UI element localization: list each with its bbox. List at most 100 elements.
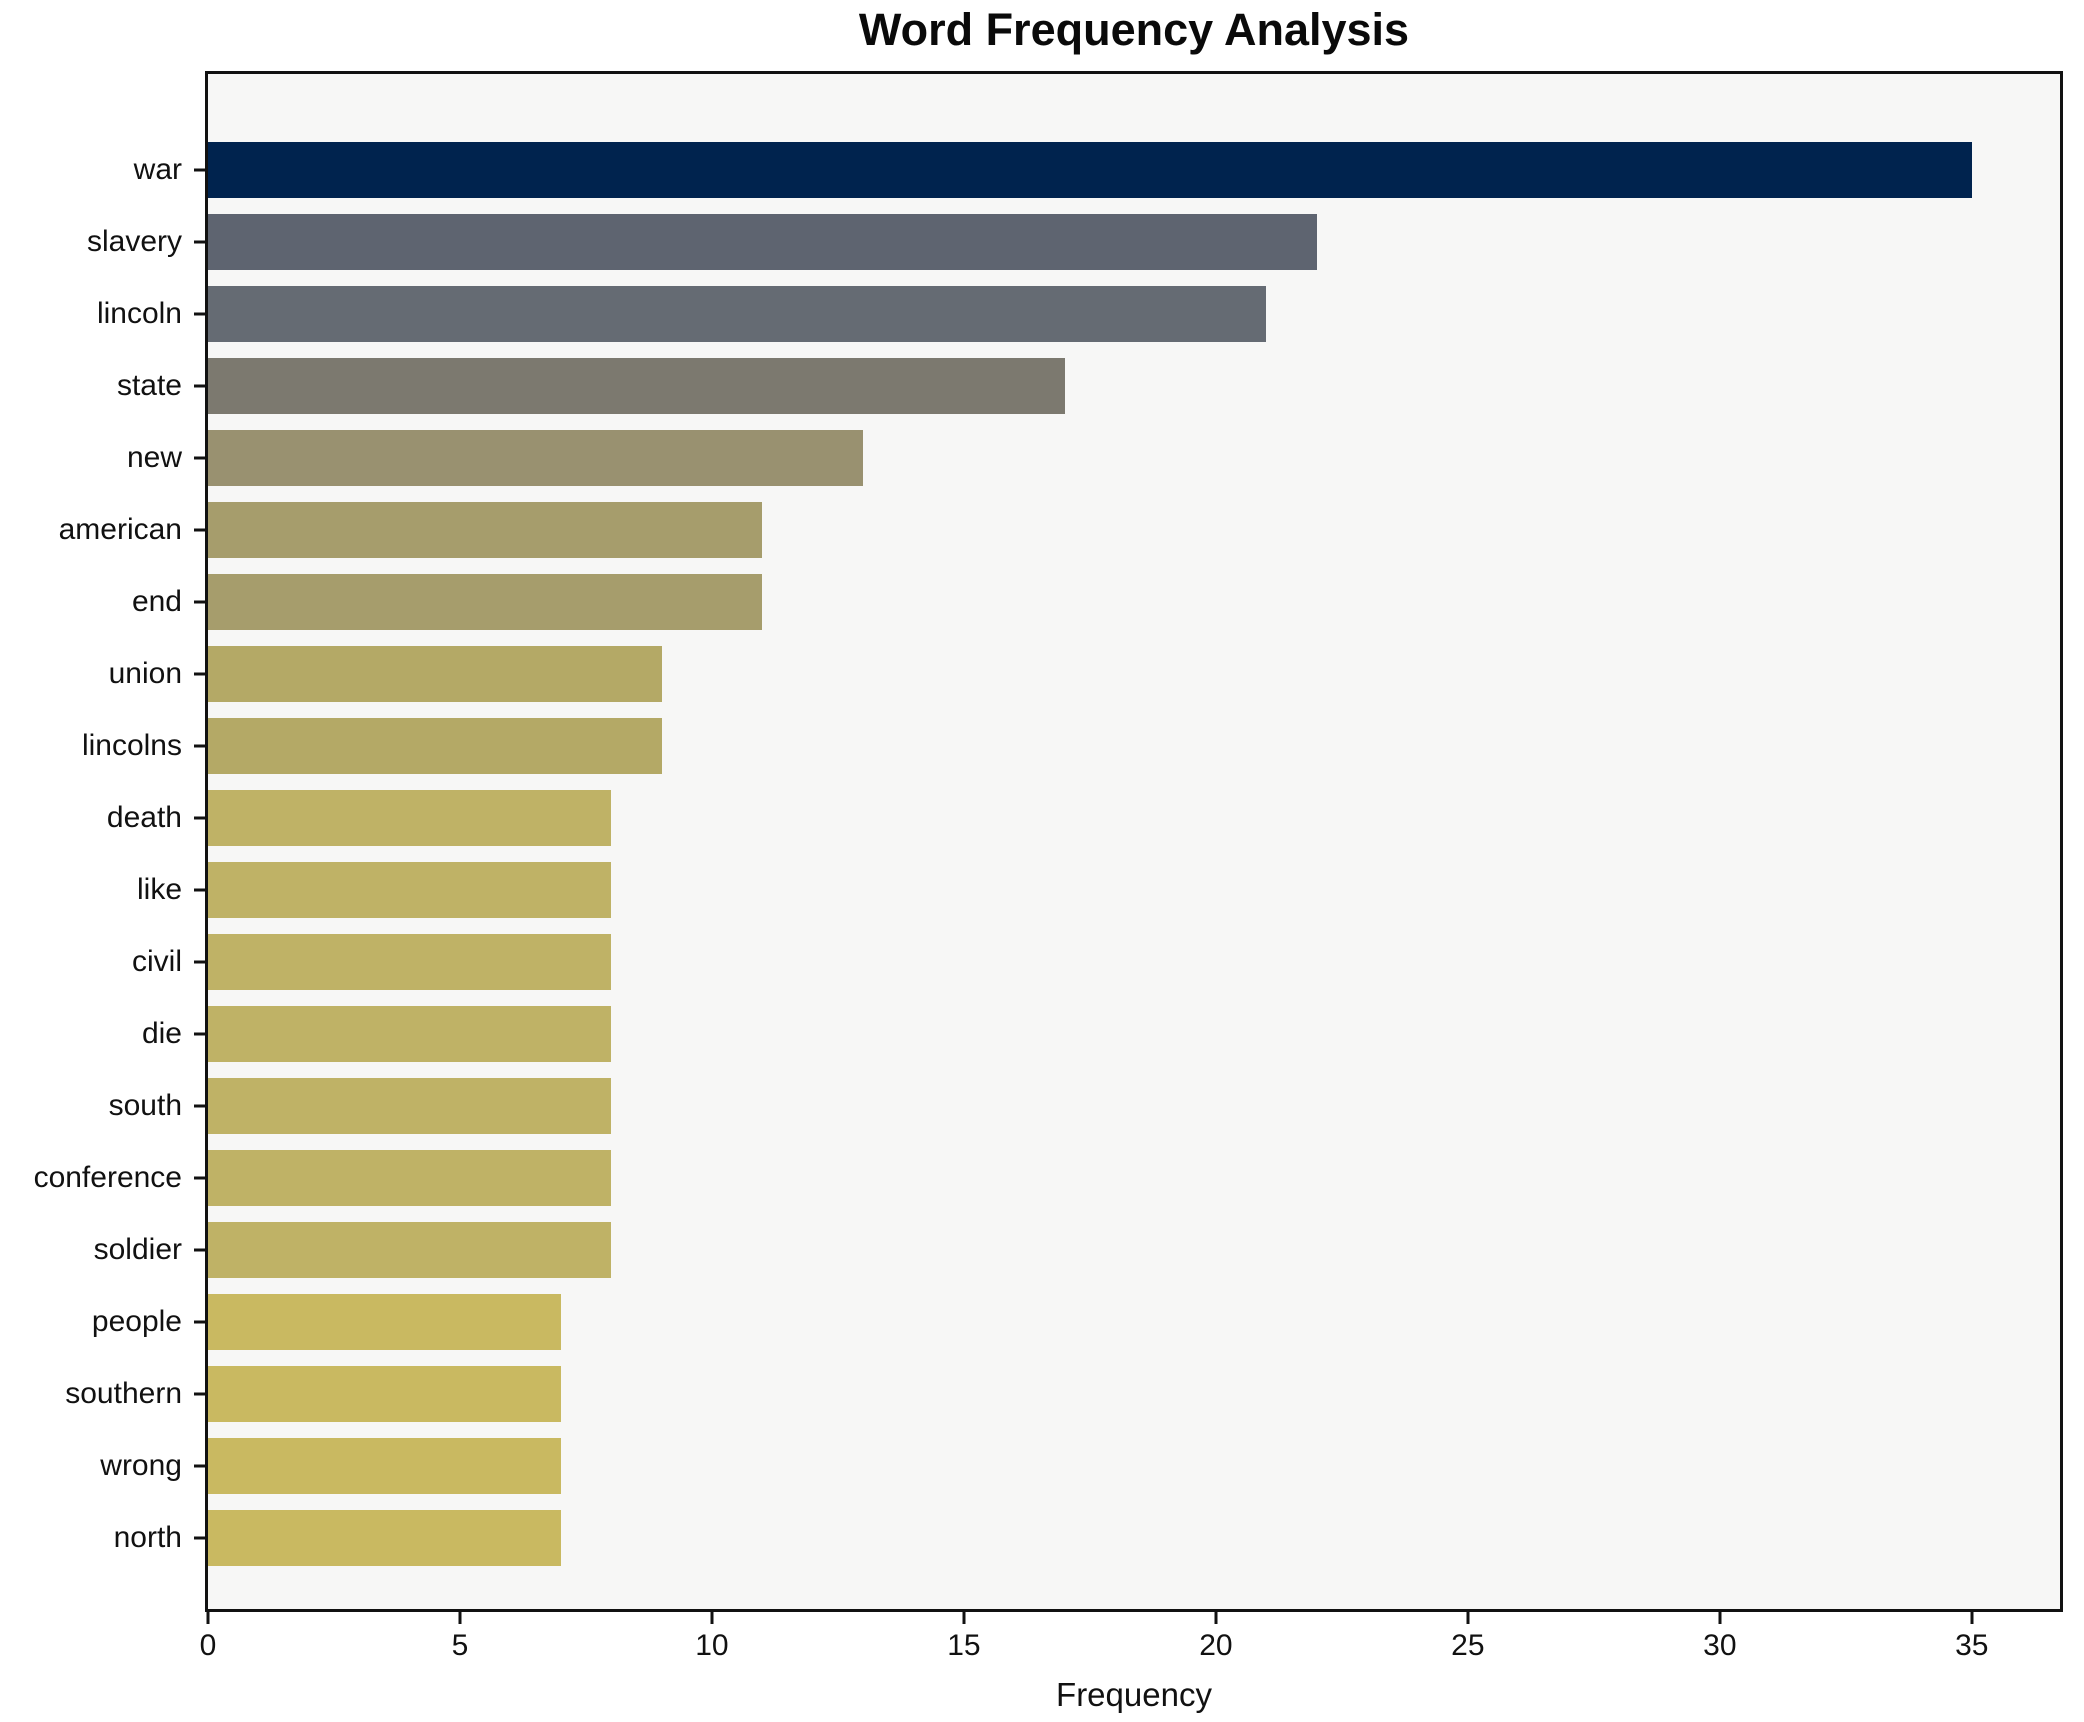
bar <box>208 1366 561 1422</box>
category-label: lincolns <box>81 729 182 762</box>
category-label: people <box>91 1305 182 1338</box>
bar <box>208 214 1317 270</box>
x-tick-mark <box>710 1612 714 1624</box>
x-tick-label: 5 <box>451 1629 469 1662</box>
x-tick-mark <box>1970 1612 1974 1624</box>
y-tick-mark <box>194 888 205 892</box>
y-tick-mark <box>194 168 205 172</box>
y-tick-mark <box>194 600 205 604</box>
category-label: like <box>136 873 182 906</box>
bar-row: southern <box>65 1358 2060 1430</box>
x-tick-mark <box>1214 1612 1218 1624</box>
x-tick-label: 15 <box>947 1629 981 1662</box>
bar-row: wrong <box>100 1430 2060 1502</box>
category-label: end <box>131 585 182 618</box>
x-tick-label: 35 <box>1955 1629 1989 1662</box>
bar-row: state <box>117 350 2060 422</box>
bar <box>208 286 1267 342</box>
bar <box>208 934 612 990</box>
bar-row: civil <box>132 926 2060 998</box>
y-tick-mark <box>194 960 205 964</box>
bar <box>208 862 612 918</box>
category-label: new <box>126 441 182 474</box>
y-tick-mark <box>194 1176 205 1180</box>
y-tick-mark <box>194 672 205 676</box>
y-tick-mark <box>194 456 205 460</box>
bar <box>208 1222 612 1278</box>
x-tick-label: 0 <box>199 1629 217 1662</box>
category-label: south <box>108 1089 182 1122</box>
bar-row: people <box>92 1286 2060 1358</box>
category-label: state <box>116 369 182 402</box>
x-axis-label: Frequency <box>1056 1676 1212 1713</box>
bar-row: death <box>107 782 2060 854</box>
category-label: southern <box>65 1377 182 1410</box>
category-label: wrong <box>100 1449 182 1482</box>
y-tick-mark <box>194 312 205 316</box>
bar-row: north <box>114 1502 2060 1574</box>
y-tick-mark <box>194 1248 205 1252</box>
x-tick-label: 30 <box>1703 1629 1737 1662</box>
bar-row: die <box>142 998 2060 1070</box>
category-label: die <box>141 1017 182 1050</box>
bar <box>208 430 864 486</box>
category-label: lincoln <box>96 297 182 330</box>
bar <box>208 1078 612 1134</box>
category-label: conference <box>33 1161 182 1194</box>
y-tick-mark <box>194 1536 205 1540</box>
x-tick-mark <box>962 1612 966 1624</box>
category-label: north <box>113 1521 182 1554</box>
bar <box>208 1510 561 1566</box>
x-tick-mark <box>1718 1612 1722 1624</box>
bar-row: conference <box>34 1142 2060 1214</box>
y-tick-mark <box>194 528 205 532</box>
bar <box>208 142 1972 198</box>
bar-row: end <box>132 566 2060 638</box>
x-tick-mark <box>458 1612 462 1624</box>
bar <box>208 1006 612 1062</box>
bar <box>208 574 763 630</box>
bar-row: new <box>127 422 2060 494</box>
y-tick-mark <box>194 816 205 820</box>
category-label: american <box>58 513 182 546</box>
bar-row: union <box>109 638 2060 710</box>
x-tick-label: 25 <box>1451 1629 1485 1662</box>
category-label: soldier <box>93 1233 182 1266</box>
y-tick-mark <box>194 1464 205 1468</box>
bar-row: american <box>59 494 2060 566</box>
y-tick-mark <box>194 744 205 748</box>
chart-title: Word Frequency Analysis <box>858 4 1410 55</box>
bar <box>208 1438 561 1494</box>
y-tick-mark <box>194 384 205 388</box>
plot-area: war slavery lincoln state new american end unio… <box>34 71 2063 1662</box>
bar-row: war <box>134 134 2060 206</box>
y-tick-mark <box>194 1032 205 1036</box>
x-tick-label: 20 <box>1199 1629 1233 1662</box>
bar-row: slavery <box>87 206 2060 278</box>
category-label: death <box>106 801 182 834</box>
bar <box>208 1150 612 1206</box>
bar <box>208 1294 561 1350</box>
category-label: slavery <box>86 225 182 258</box>
category-label: union <box>108 657 182 690</box>
bar <box>208 718 662 774</box>
y-tick-mark <box>194 1392 205 1396</box>
bar-row: like <box>137 854 2060 926</box>
x-tick-label: 10 <box>695 1629 729 1662</box>
bar-row: south <box>109 1070 2060 1142</box>
bar-row: lincolns <box>82 710 2060 782</box>
bar <box>208 502 763 558</box>
y-tick-mark <box>194 1104 205 1108</box>
bar <box>208 358 1065 414</box>
bars-container: war slavery lincoln state new american end unio… <box>34 74 2060 1609</box>
bar <box>208 790 612 846</box>
category-label: civil <box>132 945 182 978</box>
bar <box>208 646 662 702</box>
y-tick-mark <box>194 240 205 244</box>
bar-row: soldier <box>94 1214 2060 1286</box>
x-tick-mark <box>206 1612 210 1624</box>
x-tick-mark <box>1466 1612 1470 1624</box>
bar-row: lincoln <box>97 278 2060 350</box>
category-label: war <box>133 153 182 186</box>
